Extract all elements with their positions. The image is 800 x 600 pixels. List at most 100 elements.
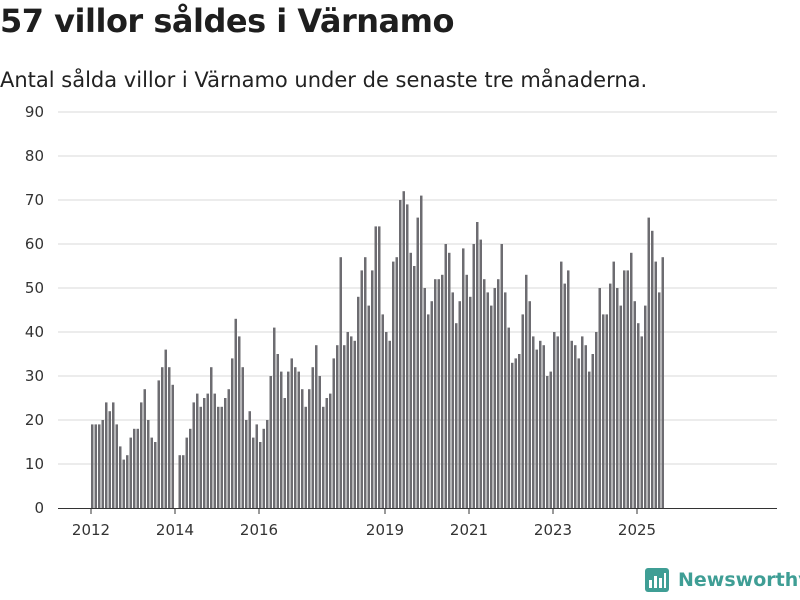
bar	[178, 455, 181, 508]
bar	[651, 230, 654, 509]
bar	[315, 345, 318, 508]
bar	[420, 195, 423, 508]
bar	[560, 261, 563, 508]
x-tick-label: 2021	[450, 521, 488, 539]
bar	[234, 318, 237, 508]
bar	[392, 261, 395, 508]
bar	[476, 222, 479, 508]
bar	[385, 332, 388, 508]
x-tick-label: 2019	[366, 521, 404, 539]
bar	[112, 402, 115, 508]
bar	[150, 437, 153, 508]
brand-name: Newsworthy	[678, 569, 800, 591]
bar	[238, 336, 241, 508]
bar	[115, 424, 118, 508]
bar	[378, 226, 381, 508]
bar	[598, 288, 601, 508]
bar	[511, 362, 514, 508]
bar	[637, 323, 640, 508]
bar	[448, 252, 451, 508]
bar	[500, 244, 503, 508]
bar	[479, 239, 482, 508]
bar	[269, 376, 272, 508]
latest-value-label: 57	[737, 0, 756, 4]
newsworthy-logo: Newsworthy	[644, 567, 800, 593]
bar	[542, 345, 545, 508]
bar	[630, 252, 633, 508]
bar	[427, 314, 430, 508]
bar	[122, 459, 125, 508]
bar	[262, 428, 265, 508]
bar	[437, 279, 440, 508]
bar	[588, 371, 591, 508]
bar	[388, 340, 391, 508]
bar	[140, 402, 143, 508]
bar	[259, 442, 262, 508]
bar	[661, 257, 664, 508]
bar	[626, 270, 629, 508]
bar	[332, 358, 335, 508]
bar	[119, 446, 122, 508]
bar	[360, 270, 363, 508]
bar	[465, 274, 468, 508]
y-tick-label: 50	[25, 279, 44, 297]
bar	[409, 252, 412, 508]
bar	[357, 296, 360, 508]
bar	[444, 244, 447, 508]
bar	[493, 288, 496, 508]
bar	[231, 358, 234, 508]
y-tick-label: 40	[25, 323, 44, 341]
bar	[532, 336, 535, 508]
bar	[101, 420, 104, 508]
bar	[154, 442, 157, 508]
bar	[539, 340, 542, 508]
bar	[430, 301, 433, 508]
x-tick-label: 2014	[156, 521, 194, 539]
bar	[553, 332, 556, 508]
bar	[609, 283, 612, 508]
bar	[644, 305, 647, 508]
bar	[546, 376, 549, 508]
bar	[168, 367, 171, 508]
bar	[283, 398, 286, 508]
bar	[535, 349, 538, 508]
bar	[255, 424, 258, 508]
bar	[469, 296, 472, 508]
bar	[273, 327, 276, 508]
bar	[227, 389, 230, 508]
bar	[196, 393, 199, 508]
bar	[416, 217, 419, 508]
bar	[290, 358, 293, 508]
bar	[472, 244, 475, 508]
bar	[185, 437, 188, 508]
bar	[483, 279, 486, 508]
bar	[602, 314, 605, 508]
bar	[297, 371, 300, 508]
bar	[280, 371, 283, 508]
bar	[595, 332, 598, 508]
y-tick-label: 80	[25, 147, 44, 165]
bar	[441, 274, 444, 508]
bar	[203, 398, 206, 508]
bar	[126, 455, 129, 508]
bar	[458, 301, 461, 508]
bar	[143, 389, 146, 508]
y-axis-ticks: 0 10 20 30 40 50 60 70 80 90	[25, 103, 44, 517]
bar	[612, 261, 615, 508]
bar	[94, 424, 97, 508]
bar	[395, 257, 398, 508]
bar	[518, 354, 521, 508]
bar	[276, 354, 279, 508]
bar	[486, 292, 489, 508]
bar	[182, 455, 185, 508]
bar	[381, 314, 384, 508]
bar	[367, 305, 370, 508]
y-tick-label: 70	[25, 191, 44, 209]
bar	[563, 283, 566, 508]
bar	[399, 200, 402, 508]
bar	[549, 371, 552, 508]
bar	[623, 270, 626, 508]
bar-series	[91, 191, 664, 509]
bar	[374, 226, 377, 508]
bar	[647, 217, 650, 508]
